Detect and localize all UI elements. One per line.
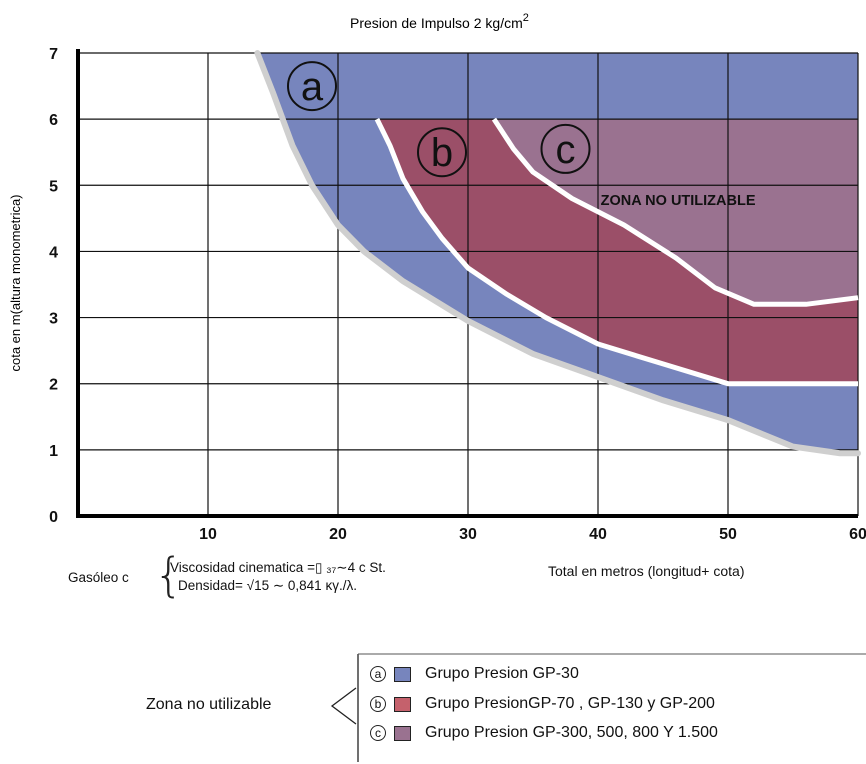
- x-tick-label: 30: [459, 526, 477, 543]
- viscosity-note: Viscosidad cinematica =▯ ₃₇∼4 c St.: [170, 560, 386, 576]
- legend: Zona no utilizable a Grupo Presion GP-30…: [0, 648, 866, 764]
- y-tick-label: 5: [49, 178, 58, 195]
- legend-letter: a: [370, 666, 386, 682]
- y-axis-title: cota en m(altura monometrica): [8, 194, 23, 371]
- legend-label: Grupo Presion GP-300, 500, 800 Y 1.500: [425, 724, 718, 742]
- chart-title-superscript: 2: [523, 12, 529, 24]
- y-tick-label: 4: [49, 244, 58, 261]
- x-tick-label: 10: [199, 526, 217, 543]
- legend-swatch: [394, 726, 411, 741]
- legend-item-a: a Grupo Presion GP-30: [370, 662, 579, 686]
- y-tick-label: 0: [49, 509, 58, 526]
- region-label-b: b: [431, 131, 453, 175]
- y-tick-label: 6: [49, 112, 58, 129]
- y-tick-label: 3: [49, 311, 58, 328]
- x-axis-title: Total en metros (longitud+ cota): [548, 563, 745, 579]
- legend-item-c: c Grupo Presion GP-300, 500, 800 Y 1.500: [370, 721, 718, 745]
- fluid-notes: Gasóleo c { Viscosidad cinematica =▯ ₃₇∼…: [68, 558, 468, 608]
- x-tick-label: 60: [849, 526, 866, 543]
- legend-label: Grupo PresionGP-70 , GP-130 y GP-200: [425, 695, 715, 713]
- legend-swatch: [394, 697, 411, 712]
- legend-title: Zona no utilizable: [146, 696, 271, 714]
- chart-title: Presion de Impulso 2 kg/cm2: [350, 12, 529, 31]
- x-tick-label: 50: [719, 526, 737, 543]
- x-tick-label: 40: [589, 526, 607, 543]
- y-tick-label: 1: [49, 443, 58, 460]
- gasoleo-label: Gasóleo c: [68, 570, 129, 585]
- y-tick-label: 2: [49, 377, 58, 394]
- region-label-c: c: [556, 128, 576, 172]
- legend-label: Grupo Presion GP-30: [425, 665, 579, 683]
- legend-letter: b: [370, 696, 386, 712]
- chart: 10 20 30 40 50 60 0 1 2 3 4 5 6 7 a b c ZONA NO UTILIZAB…: [0, 0, 866, 640]
- x-tick-label: 20: [329, 526, 347, 543]
- legend-item-b: b Grupo PresionGP-70 , GP-130 y GP-200: [370, 692, 715, 716]
- zona-annotation: ZONA NO UTILIZABLE: [601, 193, 756, 209]
- region-label-a: a: [301, 65, 324, 109]
- legend-swatch: [394, 667, 411, 682]
- y-tick-label: 7: [49, 46, 58, 63]
- legend-letter: c: [370, 725, 386, 741]
- density-note: Densidad= √15 ∼ 0,841 κγ./λ.: [178, 578, 357, 594]
